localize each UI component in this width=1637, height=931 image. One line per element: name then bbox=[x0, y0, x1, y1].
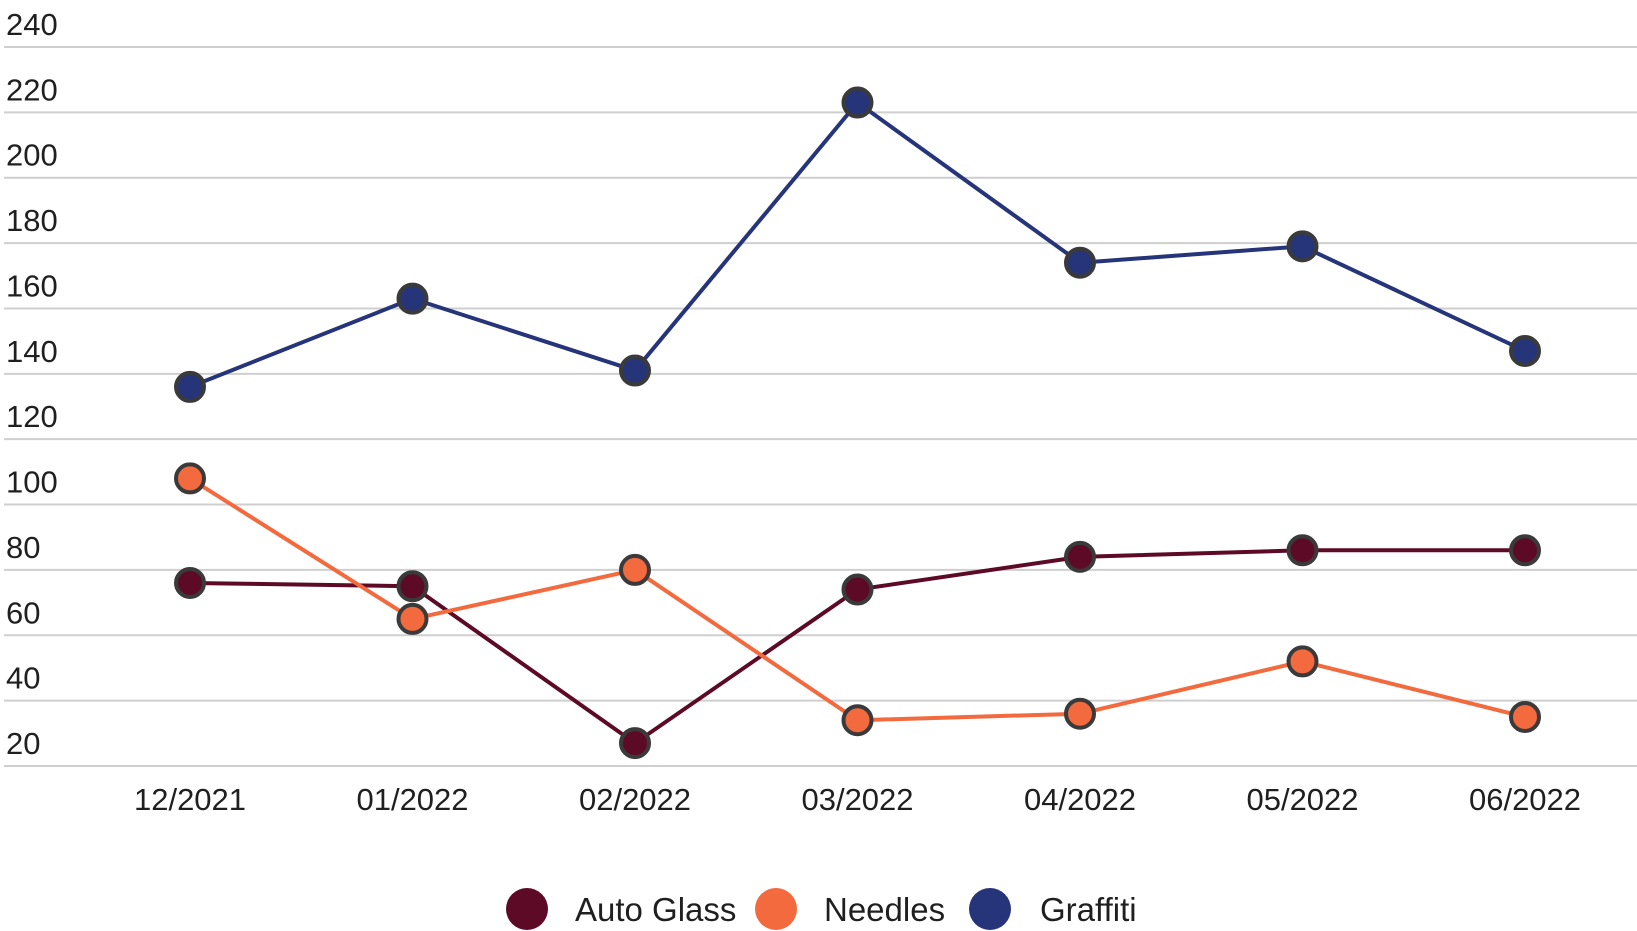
y-tick-label: 40 bbox=[6, 661, 40, 696]
legend-swatch bbox=[969, 888, 1011, 930]
data-point bbox=[1509, 534, 1541, 567]
series-lines bbox=[174, 86, 1541, 760]
data-point bbox=[1286, 645, 1319, 678]
y-tick-label: 20 bbox=[6, 726, 40, 761]
y-tick-label: 60 bbox=[6, 595, 40, 630]
data-point bbox=[396, 570, 429, 603]
data-point bbox=[396, 282, 429, 315]
series-needles bbox=[174, 462, 1541, 737]
data-point bbox=[841, 86, 874, 119]
gridlines bbox=[4, 46, 1637, 767]
y-tick-label: 80 bbox=[6, 530, 40, 565]
data-point bbox=[174, 370, 206, 403]
y-tick-label: 140 bbox=[6, 334, 58, 369]
data-point bbox=[619, 553, 651, 586]
y-axis-ticks: 20 40 60 80 100 120 140 160 180 200 220 240 bbox=[6, 7, 58, 761]
data-point bbox=[396, 602, 429, 635]
series-graffiti bbox=[174, 86, 1541, 403]
data-point bbox=[1509, 334, 1541, 367]
legend-item: Auto Glass bbox=[506, 888, 736, 930]
data-point bbox=[1064, 246, 1096, 279]
legend-label: Graffiti bbox=[1040, 891, 1137, 928]
data-point bbox=[1064, 540, 1096, 573]
x-tick-label: 01/2022 bbox=[356, 782, 468, 817]
y-tick-label: 220 bbox=[6, 72, 58, 107]
data-point bbox=[174, 566, 206, 599]
legend-swatch bbox=[506, 888, 548, 930]
x-axis-ticks: 12/2021 01/2022 02/2022 03/2022 04/2022 05/20… bbox=[134, 782, 1581, 817]
data-point bbox=[1286, 230, 1319, 263]
legend: Auto Glass Needles Graffiti bbox=[506, 888, 1137, 930]
data-point bbox=[174, 462, 206, 495]
y-tick-label: 120 bbox=[6, 399, 58, 434]
y-tick-label: 160 bbox=[6, 268, 58, 303]
x-tick-label: 04/2022 bbox=[1024, 782, 1136, 817]
x-tick-label: 12/2021 bbox=[134, 782, 246, 817]
y-tick-label: 100 bbox=[6, 465, 58, 500]
data-point bbox=[841, 573, 874, 606]
x-tick-label: 02/2022 bbox=[579, 782, 691, 817]
data-point bbox=[841, 704, 874, 737]
y-tick-label: 240 bbox=[6, 7, 58, 42]
legend-label: Auto Glass bbox=[575, 891, 736, 928]
x-tick-label: 03/2022 bbox=[801, 782, 913, 817]
data-point bbox=[1509, 700, 1541, 733]
y-tick-label: 180 bbox=[6, 203, 58, 238]
legend-item: Graffiti bbox=[969, 888, 1137, 930]
data-point bbox=[1286, 534, 1319, 567]
data-point bbox=[619, 727, 651, 760]
x-tick-label: 06/2022 bbox=[1469, 782, 1581, 817]
data-point bbox=[619, 354, 651, 387]
legend-item: Needles bbox=[755, 888, 945, 930]
data-point bbox=[1064, 697, 1096, 730]
series-line bbox=[188, 100, 1527, 389]
y-tick-label: 200 bbox=[6, 138, 58, 173]
x-tick-label: 05/2022 bbox=[1246, 782, 1358, 817]
legend-label: Needles bbox=[824, 891, 945, 928]
series-auto-glass bbox=[174, 534, 1541, 760]
legend-swatch bbox=[755, 888, 797, 930]
